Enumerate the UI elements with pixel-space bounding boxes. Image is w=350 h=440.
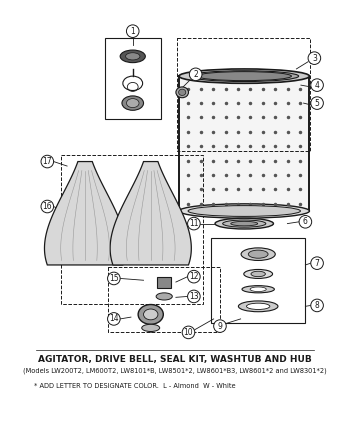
Ellipse shape	[126, 53, 140, 60]
Ellipse shape	[178, 89, 186, 95]
Polygon shape	[44, 161, 126, 265]
Ellipse shape	[122, 96, 144, 110]
Bar	[157, 277, 172, 288]
Ellipse shape	[126, 99, 139, 108]
Text: 16: 16	[42, 202, 52, 211]
Bar	[177, 38, 310, 151]
Ellipse shape	[248, 250, 268, 258]
Polygon shape	[110, 161, 191, 265]
Ellipse shape	[231, 221, 258, 226]
Text: 1: 1	[130, 27, 135, 36]
Ellipse shape	[223, 220, 266, 227]
Ellipse shape	[251, 271, 265, 277]
Ellipse shape	[244, 269, 273, 279]
Ellipse shape	[144, 309, 158, 320]
Text: 17: 17	[42, 157, 52, 166]
Circle shape	[189, 68, 202, 81]
Text: 4: 4	[315, 81, 320, 90]
Ellipse shape	[142, 324, 160, 331]
Circle shape	[107, 312, 120, 325]
Circle shape	[311, 299, 323, 312]
Circle shape	[311, 79, 323, 92]
Bar	[179, 76, 309, 211]
Ellipse shape	[197, 72, 292, 81]
Bar	[211, 238, 306, 323]
Circle shape	[107, 272, 120, 285]
Text: 8: 8	[315, 301, 320, 310]
Ellipse shape	[190, 71, 299, 81]
Circle shape	[188, 270, 200, 283]
Circle shape	[311, 97, 323, 110]
Text: 3: 3	[312, 54, 317, 62]
Text: 15: 15	[109, 274, 119, 283]
Ellipse shape	[215, 218, 273, 229]
Circle shape	[311, 257, 323, 269]
Circle shape	[214, 320, 226, 332]
Ellipse shape	[120, 50, 145, 62]
Ellipse shape	[238, 301, 278, 312]
Text: 10: 10	[184, 328, 193, 337]
Ellipse shape	[250, 287, 266, 291]
Ellipse shape	[188, 205, 300, 216]
Text: 14: 14	[109, 315, 119, 323]
Circle shape	[299, 216, 312, 228]
Bar	[105, 38, 161, 119]
Bar	[107, 267, 220, 331]
Text: * ADD LETTER TO DESIGNATE COLOR.  L - Almond  W - White: * ADD LETTER TO DESIGNATE COLOR. L - Alm…	[34, 383, 236, 389]
Text: 7: 7	[315, 259, 320, 268]
Text: 6: 6	[303, 217, 308, 226]
Circle shape	[41, 155, 54, 168]
Ellipse shape	[246, 303, 270, 309]
Ellipse shape	[179, 69, 309, 83]
Ellipse shape	[138, 304, 163, 324]
Ellipse shape	[156, 293, 172, 300]
Text: 9: 9	[217, 322, 222, 330]
Circle shape	[188, 217, 200, 230]
Circle shape	[188, 290, 200, 303]
Text: 2: 2	[193, 70, 198, 79]
Circle shape	[41, 200, 54, 213]
Text: 13: 13	[189, 292, 199, 301]
Ellipse shape	[242, 286, 274, 293]
Text: 5: 5	[315, 99, 320, 108]
Text: (Models LW200T2, LM600T2, LW8101*B, LW8501*2, LW8601*B3, LW8601*2 and LW8301*2): (Models LW200T2, LM600T2, LW8101*B, LW85…	[23, 368, 327, 374]
Circle shape	[126, 25, 139, 37]
Ellipse shape	[179, 204, 309, 218]
Ellipse shape	[176, 87, 189, 98]
Circle shape	[182, 326, 195, 339]
Text: 11: 11	[189, 219, 199, 228]
Text: 12: 12	[189, 272, 199, 281]
Text: AGITATOR, DRIVE BELL, SEAL KIT, WASHTUB AND HUB: AGITATOR, DRIVE BELL, SEAL KIT, WASHTUB …	[38, 355, 312, 364]
Circle shape	[308, 52, 321, 64]
Ellipse shape	[241, 248, 275, 260]
Bar	[61, 155, 203, 304]
